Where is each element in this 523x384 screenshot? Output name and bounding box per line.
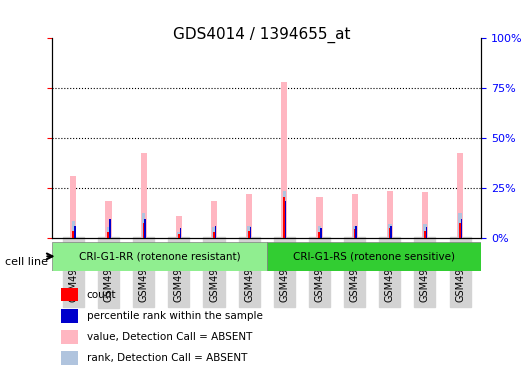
- Text: percentile rank within the sample: percentile rank within the sample: [87, 311, 263, 321]
- Bar: [281, 82, 287, 238]
- Bar: [141, 153, 147, 238]
- Bar: [389, 228, 391, 238]
- Bar: [459, 223, 461, 238]
- Bar: [70, 176, 76, 238]
- Bar: [107, 227, 110, 238]
- Bar: [179, 228, 181, 238]
- Text: CRI-G1-RS (rotenone sensitive): CRI-G1-RS (rotenone sensitive): [293, 251, 455, 262]
- Bar: [177, 232, 180, 238]
- Bar: [213, 232, 215, 238]
- Text: count: count: [87, 290, 116, 300]
- Bar: [212, 227, 216, 238]
- Bar: [215, 226, 216, 238]
- Bar: [106, 200, 111, 238]
- FancyBboxPatch shape: [52, 242, 267, 271]
- Bar: [176, 216, 182, 238]
- Bar: [316, 197, 323, 238]
- Bar: [353, 226, 356, 238]
- Bar: [354, 229, 356, 238]
- Bar: [391, 226, 392, 238]
- Bar: [317, 226, 321, 238]
- Bar: [423, 224, 427, 238]
- Text: rank, Detection Call = ABSENT: rank, Detection Call = ABSENT: [87, 353, 247, 363]
- Bar: [144, 219, 146, 238]
- Bar: [248, 230, 250, 238]
- Bar: [72, 220, 75, 238]
- Bar: [247, 226, 251, 238]
- Bar: [61, 330, 78, 344]
- Text: GDS4014 / 1394655_at: GDS4014 / 1394655_at: [173, 27, 350, 43]
- Bar: [426, 227, 427, 238]
- Bar: [283, 197, 286, 238]
- Bar: [458, 213, 462, 238]
- Bar: [388, 224, 392, 238]
- Bar: [250, 227, 251, 238]
- Bar: [74, 226, 75, 238]
- Bar: [457, 153, 463, 238]
- Bar: [424, 230, 426, 238]
- Bar: [178, 234, 180, 238]
- Bar: [142, 213, 145, 238]
- Bar: [285, 200, 287, 238]
- Bar: [461, 219, 462, 238]
- Bar: [61, 351, 78, 365]
- Bar: [109, 219, 111, 238]
- Bar: [211, 200, 217, 238]
- Bar: [351, 194, 358, 238]
- Bar: [320, 228, 322, 238]
- Text: CRI-G1-RR (rotenone resistant): CRI-G1-RR (rotenone resistant): [78, 251, 241, 262]
- Bar: [319, 232, 321, 238]
- Bar: [108, 232, 110, 238]
- Bar: [422, 192, 428, 238]
- Bar: [143, 223, 145, 238]
- Bar: [386, 190, 393, 238]
- FancyBboxPatch shape: [267, 242, 481, 271]
- Bar: [72, 230, 74, 238]
- Bar: [282, 190, 286, 238]
- Text: value, Detection Call = ABSENT: value, Detection Call = ABSENT: [87, 332, 252, 342]
- Bar: [61, 309, 78, 323]
- Bar: [61, 288, 78, 301]
- Text: cell line: cell line: [5, 257, 48, 267]
- Bar: [355, 226, 357, 238]
- Bar: [246, 194, 252, 238]
